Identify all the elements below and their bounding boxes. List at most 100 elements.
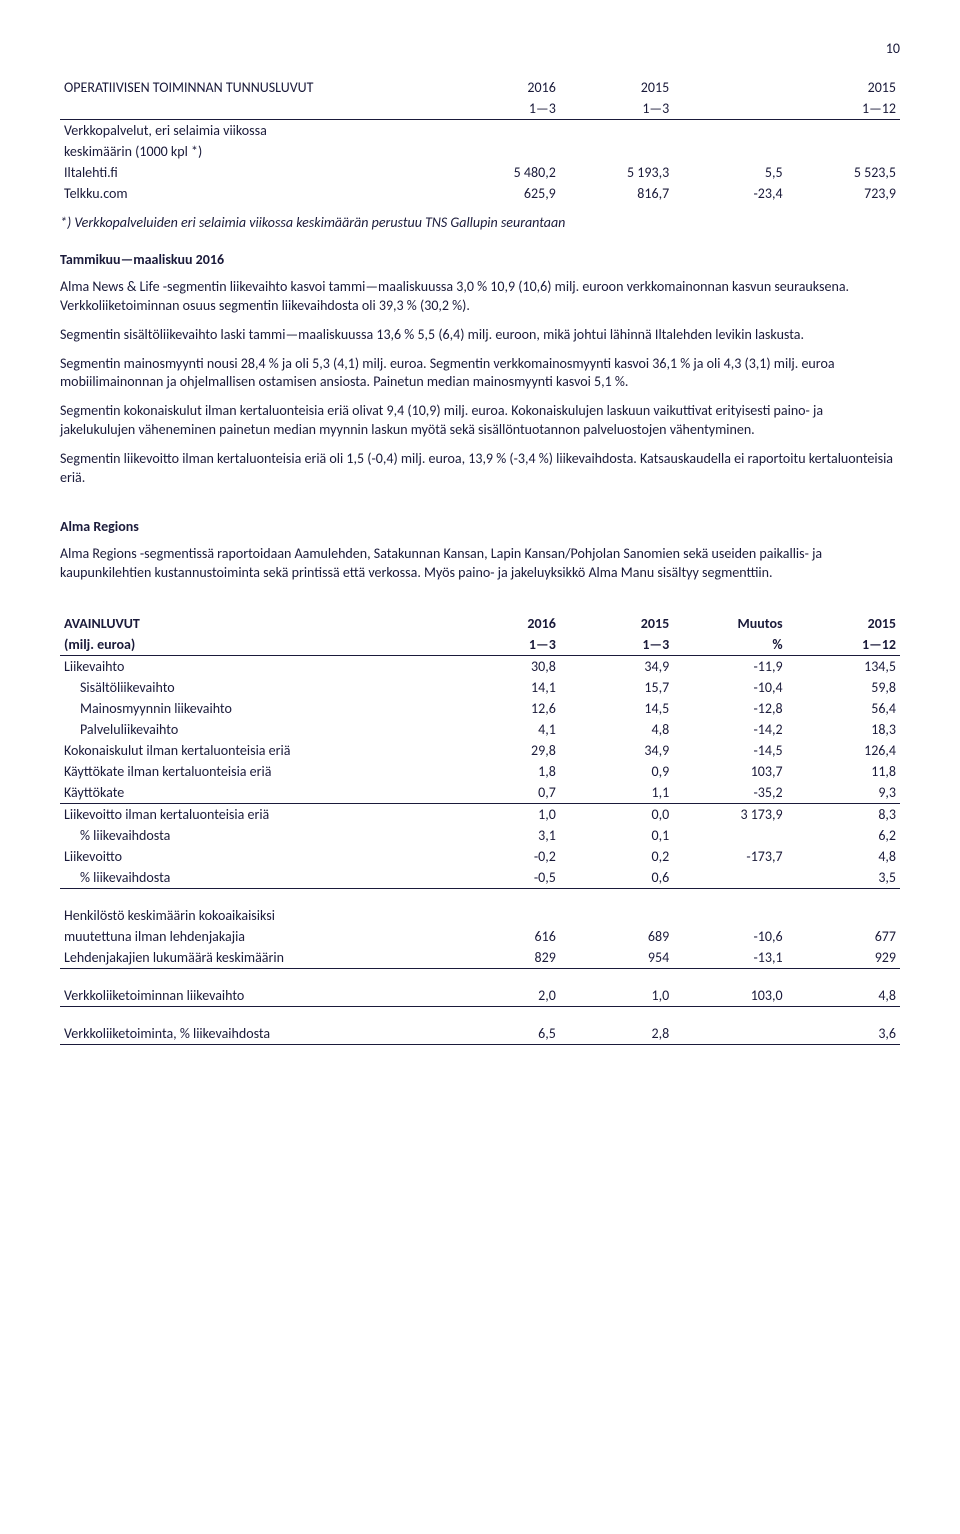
table-cell xyxy=(673,120,786,142)
table-row-label: Iltalehti.fi xyxy=(60,162,446,183)
table-row-label: % liikevaihdosta xyxy=(60,867,446,889)
oper-header xyxy=(673,98,786,120)
table-cell: 616 xyxy=(446,926,559,947)
table-row-label: Palveluliikevaihto xyxy=(60,719,446,740)
table-cell: -11,9 xyxy=(673,655,786,677)
table-cell: 6,2 xyxy=(787,825,900,846)
spacer xyxy=(60,888,900,905)
operative-table: OPERATIIVISEN TOIMINNAN TUNNUSLUVUT 2016… xyxy=(60,77,900,204)
table-cell: 677 xyxy=(787,926,900,947)
table-row-label: Käyttökate xyxy=(60,782,446,804)
table-row-label: Verkkopalvelut, eri selaimia viikossa xyxy=(60,120,446,142)
table-row-label: Liikevaihto xyxy=(60,655,446,677)
table-row-label: % liikevaihdosta xyxy=(60,825,446,846)
oper-header: 2016 xyxy=(446,77,559,98)
table-row-label: Liikevoitto ilman kertaluonteisia eriä xyxy=(60,803,446,825)
table-cell: 1,8 xyxy=(446,761,559,782)
oper-header: 1—3 xyxy=(446,98,559,120)
table-cell: 829 xyxy=(446,947,559,969)
table-row-label: Käyttökate ilman kertaluonteisia eriä xyxy=(60,761,446,782)
table-cell xyxy=(787,120,900,142)
table-cell: 14,1 xyxy=(446,677,559,698)
table-row-label: Telkku.com xyxy=(60,183,446,204)
table-cell: -173,7 xyxy=(673,846,786,867)
body-paragraph: Segmentin mainosmyynti nousi 28,4 % ja o… xyxy=(60,355,900,393)
table-row-label: Liikevoitto xyxy=(60,846,446,867)
body-paragraph: Segmentin liikevoitto ilman kertaluontei… xyxy=(60,450,900,488)
table-cell: 18,3 xyxy=(787,719,900,740)
table-cell: -10,6 xyxy=(673,926,786,947)
avain-header: 2016 xyxy=(446,613,559,634)
oper-header xyxy=(673,77,786,98)
oper-header: 2015 xyxy=(560,77,673,98)
table-cell: 9,3 xyxy=(787,782,900,804)
table-cell xyxy=(787,905,900,926)
table-cell: -13,1 xyxy=(673,947,786,969)
table-cell: 5,5 xyxy=(673,162,786,183)
table-cell: 29,8 xyxy=(446,740,559,761)
table-cell: 0,1 xyxy=(560,825,673,846)
table-cell: 126,4 xyxy=(787,740,900,761)
table-cell: 34,9 xyxy=(560,740,673,761)
table-row-label: Mainosmyynnin liikevaihto xyxy=(60,698,446,719)
table-cell: 3,1 xyxy=(446,825,559,846)
table-footnote: *) Verkkopalveluiden eri selaimia viikos… xyxy=(60,214,900,233)
table-cell: 5 480,2 xyxy=(446,162,559,183)
oper-header xyxy=(60,98,446,120)
table-cell: 0,2 xyxy=(560,846,673,867)
table-cell: 103,0 xyxy=(673,985,786,1007)
table-cell: 1,1 xyxy=(560,782,673,804)
table-cell: 0,9 xyxy=(560,761,673,782)
table-row-label: Kokonaiskulut ilman kertaluonteisia eriä xyxy=(60,740,446,761)
table-cell: -35,2 xyxy=(673,782,786,804)
table-cell: 134,5 xyxy=(787,655,900,677)
body-paragraph: Segmentin kokonaiskulut ilman kertaluont… xyxy=(60,402,900,440)
table-cell: -14,5 xyxy=(673,740,786,761)
table-cell: 816,7 xyxy=(560,183,673,204)
table-cell: 1,0 xyxy=(446,803,559,825)
table-cell: 625,9 xyxy=(446,183,559,204)
avain-header: Muutos xyxy=(673,613,786,634)
table-cell xyxy=(787,141,900,162)
table-cell: 34,9 xyxy=(560,655,673,677)
avain-header: % xyxy=(673,634,786,656)
table-row-label: Verkkoliiketoiminta, % liikevaihdosta xyxy=(60,1023,446,1045)
table-cell: 3,6 xyxy=(787,1023,900,1045)
table-cell: 5 193,3 xyxy=(560,162,673,183)
table-cell: 4,8 xyxy=(787,846,900,867)
avain-header: 2015 xyxy=(787,613,900,634)
table-cell: -0,2 xyxy=(446,846,559,867)
table-cell xyxy=(673,1023,786,1045)
table-cell: -0,5 xyxy=(446,867,559,889)
table-cell: 929 xyxy=(787,947,900,969)
table-cell xyxy=(560,905,673,926)
table-cell: 4,1 xyxy=(446,719,559,740)
table-cell xyxy=(446,120,559,142)
table-cell xyxy=(673,825,786,846)
spacer xyxy=(60,1006,900,1023)
table-cell: 954 xyxy=(560,947,673,969)
table-cell: 8,3 xyxy=(787,803,900,825)
page-number: 10 xyxy=(60,40,900,57)
oper-header: 2015 xyxy=(787,77,900,98)
table-cell: 56,4 xyxy=(787,698,900,719)
table-cell: 4,8 xyxy=(560,719,673,740)
table-cell: 6,5 xyxy=(446,1023,559,1045)
table-cell: 11,8 xyxy=(787,761,900,782)
table-row-label: Henkilöstö keskimäärin kokoaikaisiksi xyxy=(60,905,446,926)
body-paragraph: Segmentin sisältöliikevaihto laski tammi… xyxy=(60,326,900,345)
table-cell xyxy=(673,141,786,162)
avain-header: 2015 xyxy=(560,613,673,634)
avain-header: (milj. euroa) xyxy=(60,634,446,656)
table-cell: 3 173,9 xyxy=(673,803,786,825)
table-row-label: keskimäärin (1000 kpl *) xyxy=(60,141,446,162)
body-paragraph: Alma News & Life -segmentin liikevaihto … xyxy=(60,278,900,316)
alma-regions-heading: Alma Regions xyxy=(60,518,900,535)
table-cell xyxy=(560,120,673,142)
table-cell: 14,5 xyxy=(560,698,673,719)
table-cell: 723,9 xyxy=(787,183,900,204)
table-cell xyxy=(560,141,673,162)
table-cell xyxy=(673,867,786,889)
table-cell: 12,6 xyxy=(446,698,559,719)
table-row-label: Verkkoliiketoiminnan liikevaihto xyxy=(60,985,446,1007)
